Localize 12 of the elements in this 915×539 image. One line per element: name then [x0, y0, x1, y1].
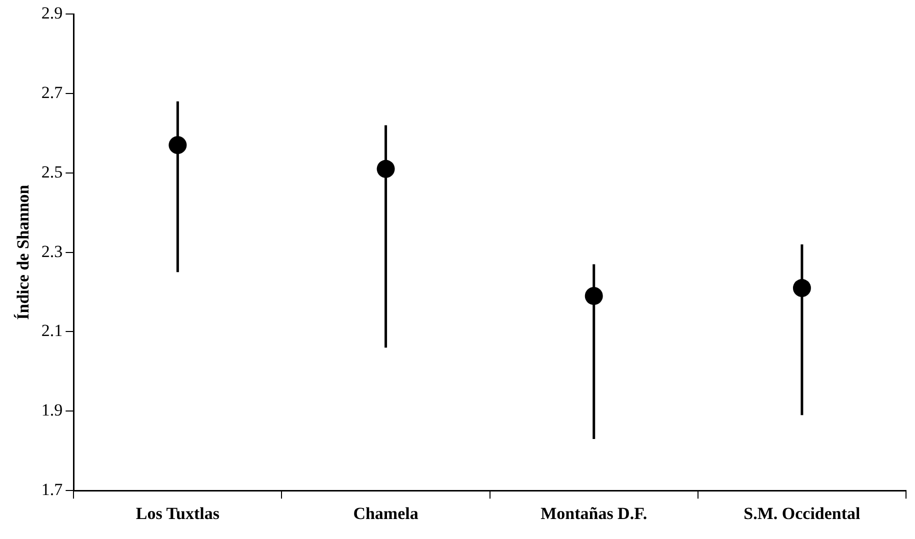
y-axis-title: Índice de Shannon — [14, 184, 33, 320]
y-tick-label: 2.5 — [41, 162, 63, 182]
x-tick-label: Montañas D.F. — [540, 504, 648, 524]
x-tick-label: Chamela — [353, 504, 419, 524]
y-tick-label: 1.9 — [41, 400, 63, 420]
y-tick-label: 2.7 — [41, 82, 64, 102]
y-tick-label: 2.1 — [41, 321, 63, 340]
x-tick-label: Los Tuxtlas — [136, 504, 220, 524]
x-tick-label: S.M. Occidental — [744, 504, 861, 524]
y-tick-label: 2.3 — [41, 242, 63, 261]
y-tick-label: 1.7 — [41, 480, 64, 500]
y-tick-label: 2.9 — [41, 3, 63, 22]
